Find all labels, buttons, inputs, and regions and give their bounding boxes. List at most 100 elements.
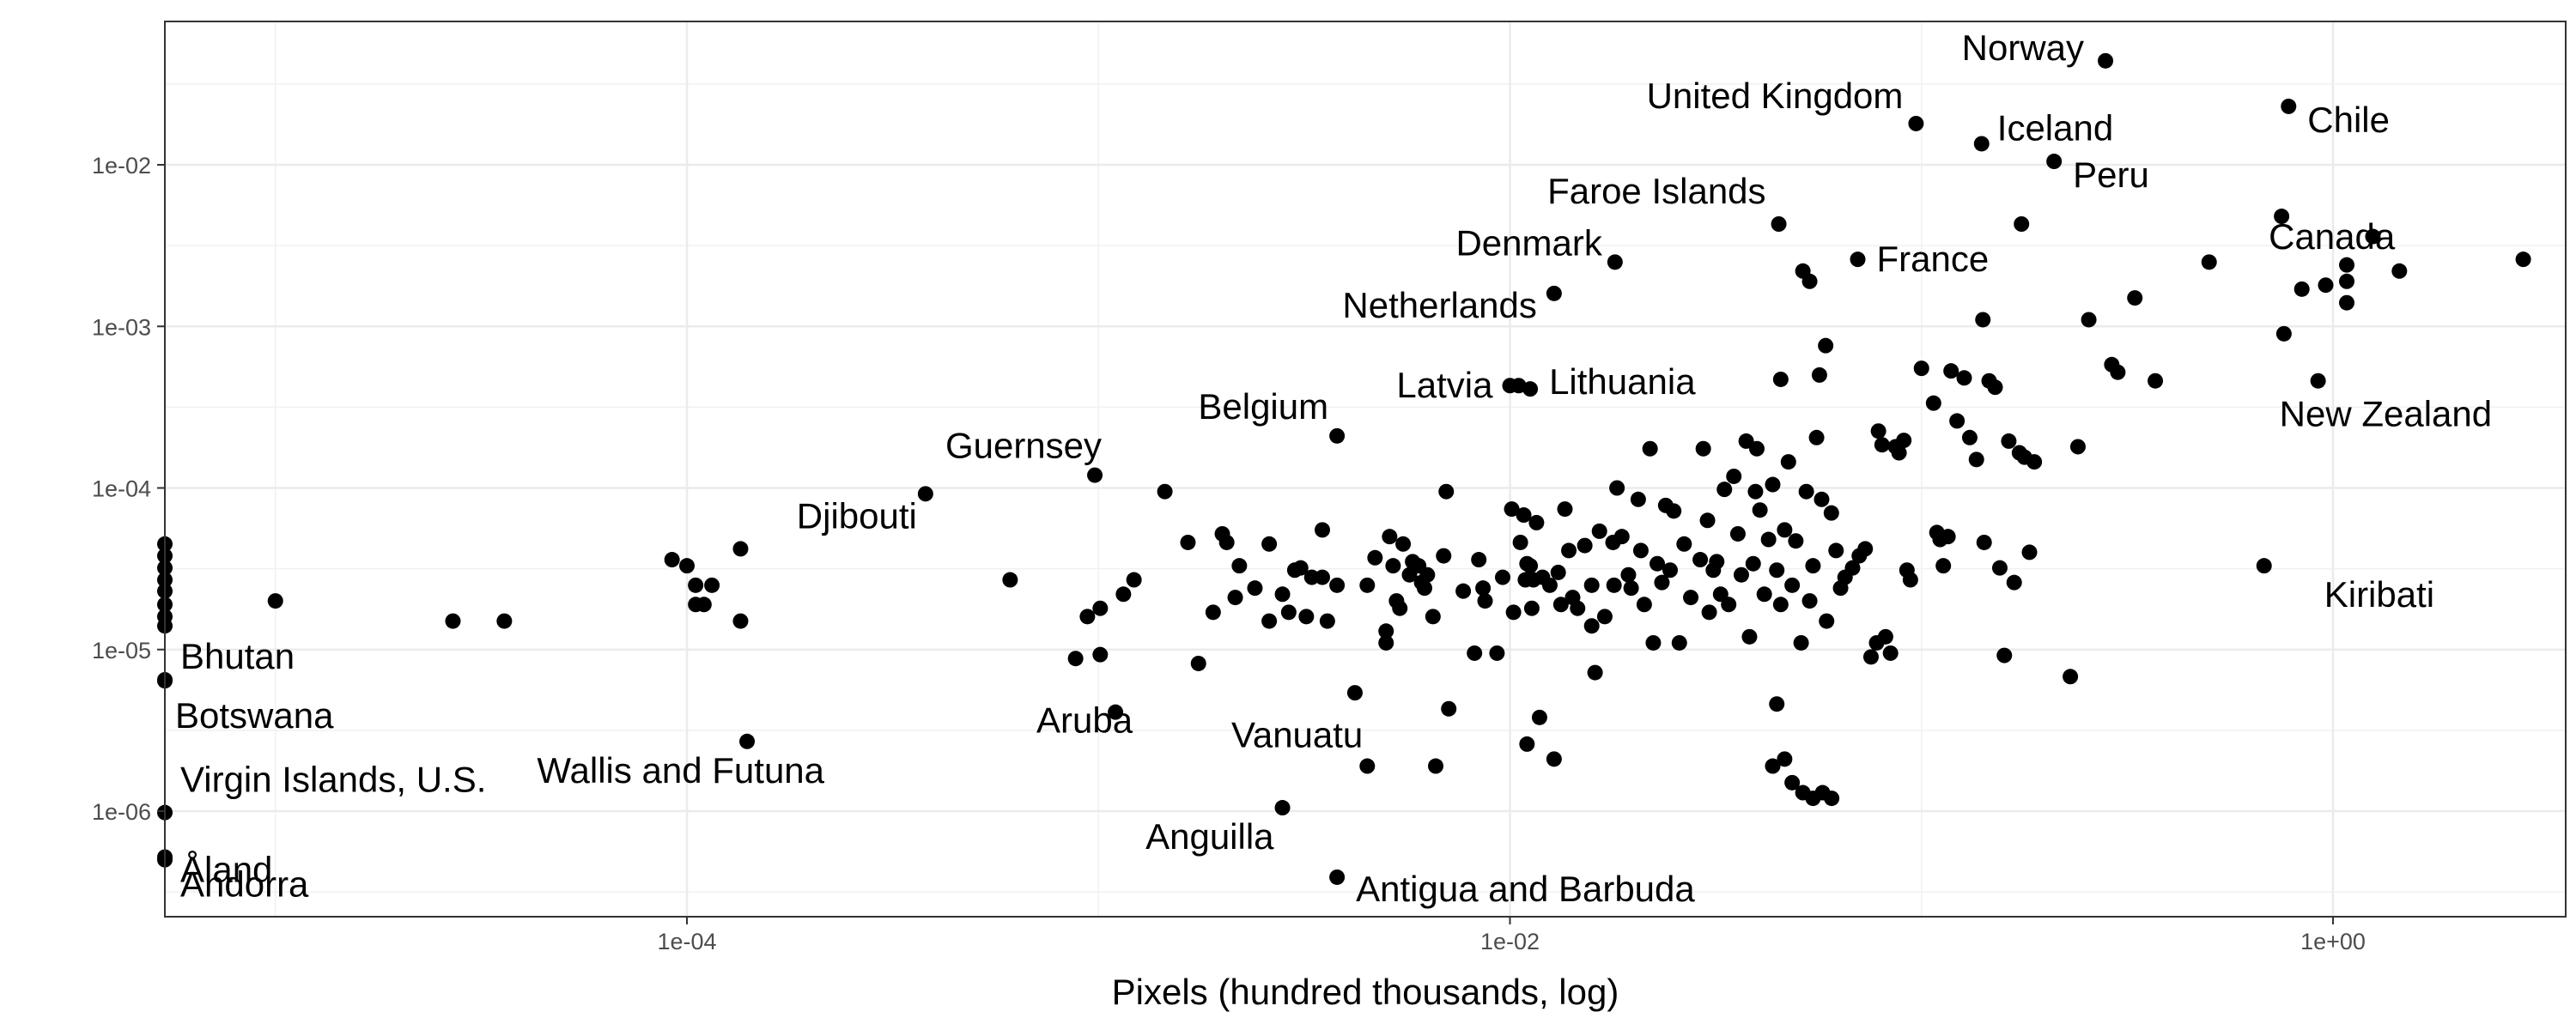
data-point <box>1968 451 1984 468</box>
data-point <box>1784 577 1801 593</box>
data-point <box>1801 593 1818 609</box>
data-point <box>1772 597 1789 613</box>
data-point <box>2365 228 2381 245</box>
data-point <box>1218 534 1235 550</box>
data-point <box>1378 623 1394 639</box>
data-point <box>1642 440 1658 457</box>
data-point <box>2201 254 2217 270</box>
data-point <box>1561 542 1577 559</box>
data-point <box>1359 577 1376 593</box>
data-point-labeled <box>1546 285 1562 301</box>
data-point <box>2110 364 2126 380</box>
data-point <box>1940 529 1956 545</box>
data-point <box>1662 562 1679 579</box>
data-point <box>1857 541 1874 557</box>
point-label: Kiribati <box>2324 574 2434 615</box>
data-point <box>1777 751 1793 767</box>
data-point <box>2148 373 2164 389</box>
data-point-labeled <box>1607 254 1623 270</box>
data-point <box>1577 537 1593 554</box>
data-point <box>1489 645 1505 661</box>
data-point-labeled <box>1502 378 1518 394</box>
data-point <box>1395 536 1412 552</box>
point-label: Wallis and Futuna <box>537 750 824 791</box>
data-point <box>1583 577 1600 593</box>
data-point <box>2275 325 2292 342</box>
data-point <box>732 541 749 557</box>
data-point <box>1808 429 1825 445</box>
data-point <box>2021 544 2038 560</box>
point-label: Djibouti <box>797 495 917 536</box>
data-point <box>704 577 720 593</box>
data-point <box>1748 440 1765 457</box>
data-point <box>1649 555 1666 572</box>
data-point <box>1314 522 1330 538</box>
data-point <box>1546 751 1562 767</box>
data-point <box>1818 337 1834 354</box>
data-point-labeled <box>1522 381 1539 397</box>
data-point <box>1943 363 1959 379</box>
data-point <box>1623 580 1639 597</box>
data-point <box>1925 395 1941 411</box>
data-point <box>1378 634 1394 651</box>
data-point <box>1975 312 1991 328</box>
data-point <box>1692 552 1709 568</box>
data-point <box>2339 294 2355 311</box>
data-point <box>1002 572 1018 588</box>
data-point-labeled <box>1087 467 1103 483</box>
data-point <box>1180 534 1196 550</box>
data-point <box>1587 664 1603 681</box>
data-point <box>1205 604 1221 621</box>
data-point <box>1765 476 1781 493</box>
data-point <box>1382 529 1398 545</box>
data-point <box>1596 609 1613 625</box>
data-point-labeled <box>1108 704 1124 720</box>
data-point <box>1709 554 1725 570</box>
data-point-labeled <box>1908 115 1924 131</box>
x-tick-label: 1e-04 <box>657 929 716 954</box>
point-label: Virgin Islands, U.S. <box>180 760 486 800</box>
y-tick-label: 1e-04 <box>92 476 151 502</box>
data-point <box>2515 251 2531 268</box>
panel-border <box>164 21 2567 918</box>
data-point <box>1092 646 1109 663</box>
data-point <box>1314 569 1330 585</box>
data-point <box>1987 379 2003 396</box>
data-point <box>1777 522 1793 538</box>
point-label: Åland <box>180 849 272 889</box>
data-point <box>1891 445 1907 461</box>
data-point <box>1949 413 1965 429</box>
data-point <box>1319 613 1335 629</box>
point-label: Netherlands <box>1342 285 1536 325</box>
data-point <box>496 613 513 629</box>
data-point <box>1541 577 1558 593</box>
data-point <box>1550 564 1566 580</box>
point-label: Vanuatu <box>1231 715 1363 755</box>
data-point <box>1721 597 1737 613</box>
data-point-labeled <box>1973 136 1990 152</box>
data-point <box>1991 560 2008 576</box>
data-point <box>1528 514 1545 530</box>
data-point <box>1367 549 1383 566</box>
data-point <box>1733 566 1749 583</box>
point-label: Iceland <box>1997 107 2113 148</box>
point-label: Chile <box>2307 100 2390 140</box>
data-point <box>2318 277 2334 294</box>
x-axis-title: Pixels (hundred thousands, log) <box>1112 972 1619 1012</box>
data-point-labeled <box>2274 209 2290 225</box>
data-point <box>1769 562 1785 579</box>
point-label: Andorra <box>180 864 309 905</box>
data-point <box>1115 586 1132 603</box>
data-point <box>688 577 704 593</box>
data-point <box>1092 600 1109 616</box>
data-point <box>1874 437 1890 453</box>
data-point <box>1504 501 1520 518</box>
grid-lines <box>165 21 2566 917</box>
data-point <box>1613 529 1630 545</box>
point-labels: Norway United Kingdom Iceland Chile Peru Faro… <box>175 27 2492 909</box>
data-point <box>1292 560 1309 576</box>
data-point <box>1699 512 1716 529</box>
data-point <box>1157 483 1173 500</box>
point-label: Belgium <box>1198 386 1328 427</box>
